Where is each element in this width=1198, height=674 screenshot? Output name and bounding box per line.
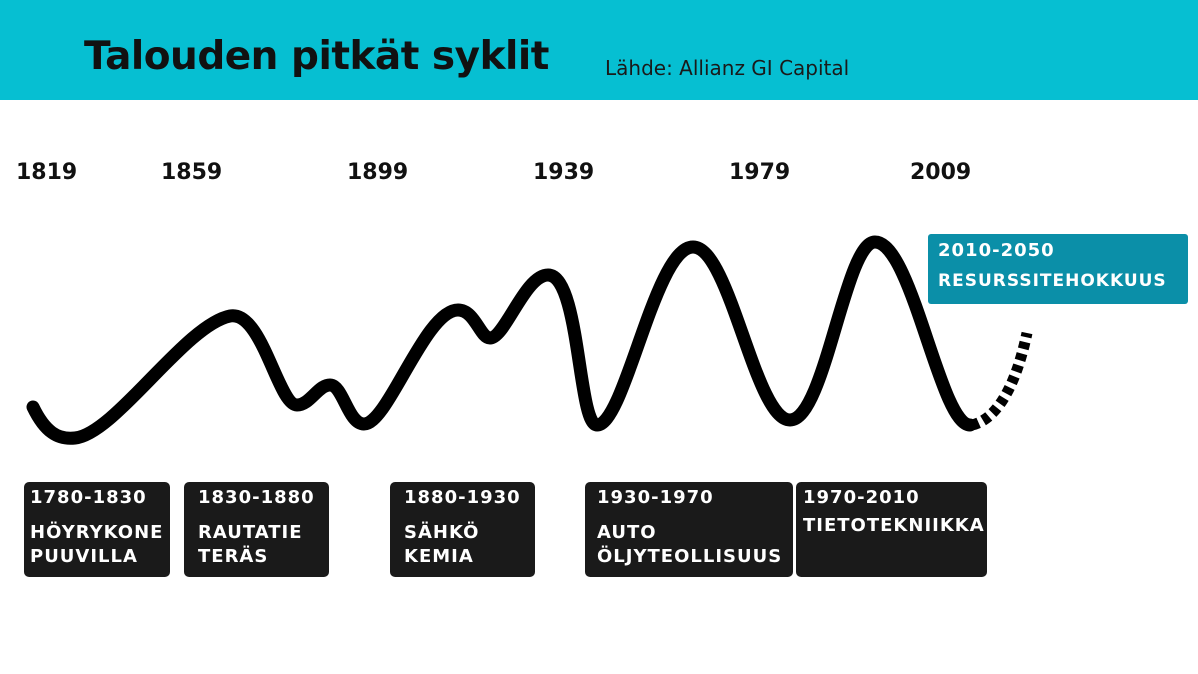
era-range: 1780-1830 xyxy=(30,487,147,508)
era-industry: RAUTATIE xyxy=(198,522,303,543)
year-label: 1819 xyxy=(16,160,78,185)
era-range: 1830-1880 xyxy=(198,487,315,508)
era-industry: KEMIA xyxy=(404,546,474,567)
era-industry: AUTO xyxy=(597,522,657,543)
era-range: 1930-1970 xyxy=(597,487,714,508)
chart-title: Talouden pitkät syklit xyxy=(84,34,549,79)
era-industry: SÄHKÖ xyxy=(404,522,480,543)
future-era-name: RESURSSITEHOKKUUS xyxy=(938,271,1167,291)
source-label: Lähde: Allianz GI Capital xyxy=(605,56,850,80)
future-era-box: 2010-2050 RESURSSITEHOKKUUS xyxy=(928,234,1188,304)
year-label: 1899 xyxy=(347,160,409,185)
era-industry: HÖYRYKONE xyxy=(30,522,164,543)
era-range: 1880-1930 xyxy=(404,487,521,508)
era-industry: TERÄS xyxy=(198,546,269,567)
year-label: 1979 xyxy=(729,160,791,185)
era-box: 1880-1930 SÄHKÖ KEMIA xyxy=(390,482,535,577)
year-label: 1859 xyxy=(161,160,223,185)
future-era-range: 2010-2050 xyxy=(938,240,1055,261)
year-label: 2009 xyxy=(910,160,972,185)
era-industry: PUUVILLA xyxy=(30,546,138,567)
era-box: 1930-1970 AUTO ÖLJYTEOLLISUUS xyxy=(585,482,793,577)
era-industry: ÖLJYTEOLLISUUS xyxy=(597,546,783,567)
year-label: 1939 xyxy=(533,160,595,185)
economic-cycle-line xyxy=(26,235,977,445)
era-box: 1830-1880 RAUTATIE TERÄS xyxy=(184,482,329,577)
era-box: 1780-1830 HÖYRYKONE PUUVILLA xyxy=(24,482,170,577)
era-box: 1970-2010 TIETOTEKNIIKKA xyxy=(796,482,987,577)
era-industry: TIETOTEKNIIKKA xyxy=(803,515,985,536)
era-range: 1970-2010 xyxy=(803,487,920,508)
projection-dashed-line xyxy=(970,331,1033,431)
header-bar: Talouden pitkät syklit Lähde: Allianz GI… xyxy=(0,0,1198,100)
